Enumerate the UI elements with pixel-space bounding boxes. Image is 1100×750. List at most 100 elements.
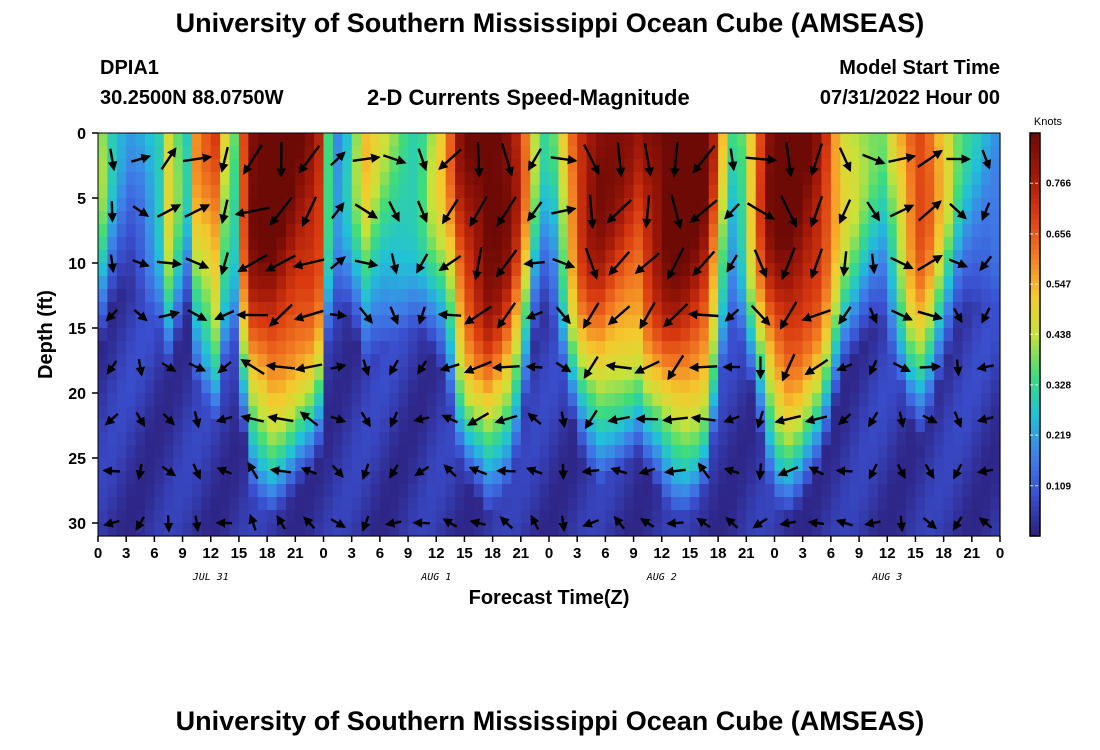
current-vector-arrow [269,465,292,476]
heatmap-cell [746,263,757,277]
current-vector-arrow [466,412,490,426]
heatmap-cell [821,315,832,329]
current-vector-arrow [437,310,462,320]
heatmap-cell [455,471,466,485]
heatmap-cell [436,250,447,264]
heatmap-cell [276,458,287,472]
heatmap-cell [652,276,663,290]
heatmap-cell [210,458,221,472]
heatmap-cell [98,367,108,381]
heatmap-cell [802,406,813,420]
heatmap-cell [238,458,249,472]
heatmap-cell [624,133,635,147]
heatmap-cell [229,146,240,160]
heatmap-cell [220,133,231,147]
heatmap-cell [793,497,804,511]
current-vector-arrow [809,248,824,280]
heatmap-cell [464,276,475,290]
heatmap-cell [135,341,146,355]
heatmap-cell [971,341,982,355]
heatmap-cell [990,380,1001,394]
heatmap-cell [652,185,663,199]
heatmap-cell [755,289,766,303]
current-vector-arrow [801,309,831,322]
heatmap-cell [633,510,644,524]
colorbar-segment [1030,168,1040,174]
footer-title: University of Southern Mississippi Ocean… [175,706,925,736]
heatmap-cell [595,432,606,446]
heatmap-cell [126,458,137,472]
heatmap-cell [624,380,635,394]
heatmap-cell [943,367,954,381]
current-vector-arrow [670,194,683,230]
heatmap-cell [210,133,221,147]
heatmap-cell [483,393,494,407]
heatmap-cell [342,133,353,147]
current-vector-arrow [530,514,540,531]
heatmap-cell [849,172,860,186]
current-vector-arrow [331,464,344,479]
heatmap-cell [774,380,785,394]
heatmap-cell [464,198,475,212]
heatmap-cell [464,484,475,498]
colorbar-segment [1030,435,1040,441]
heatmap-cell [304,315,315,329]
heatmap-cell [116,471,127,485]
heatmap-cell [915,432,926,446]
heatmap-cell [689,250,700,264]
heatmap-cell [502,484,513,498]
heatmap-cell [558,445,569,459]
heatmap-cell [595,393,606,407]
heatmap-cell [642,224,653,238]
heatmap-cell [191,328,202,342]
heatmap-cell [614,471,625,485]
heatmap-cell [915,484,926,498]
y-tick-label: 15 [68,321,86,338]
heatmap-cell [736,432,747,446]
heatmap-cell [877,159,888,173]
heatmap-cell [680,419,691,433]
heatmap-cell [191,458,202,472]
heatmap-cell [614,302,625,316]
heatmap-cell [464,393,475,407]
heatmap-cell [520,445,531,459]
current-vector-arrow [361,359,371,377]
heatmap-cell [887,185,898,199]
heatmap-cell [267,523,278,537]
heatmap-cell [736,393,747,407]
heatmap-cell [774,276,785,290]
heatmap-cell [426,289,437,303]
heatmap-cell [990,315,1001,329]
heatmap-cell [906,419,917,433]
heatmap-cell [736,471,747,485]
heatmap-cell [107,172,118,186]
heatmap-cell [830,263,841,277]
heatmap-cell [567,146,578,160]
heatmap-cell [332,224,343,238]
heatmap-cell [229,133,240,147]
heatmap-cell [830,250,841,264]
date-label: JUL 31 [192,572,229,583]
heatmap-cell [332,367,343,381]
heatmap-cell [417,237,428,251]
heatmap-cell [689,484,700,498]
heatmap-cell [755,146,766,160]
heatmap-cell [802,328,813,342]
heatmap-cells [98,133,1001,537]
heatmap-cell [229,328,240,342]
heatmap-cell [915,406,926,420]
heatmap-cell [332,211,343,225]
heatmap-cell [502,172,513,186]
heatmap-cell [370,471,381,485]
heatmap-cell [276,419,287,433]
heatmap-cell [238,380,249,394]
heatmap-cell [962,406,973,420]
heatmap-cell [98,289,108,303]
heatmap-cell [633,211,644,225]
heatmap-cell [464,133,475,147]
heatmap-cell [567,341,578,355]
heatmap-cell [154,471,165,485]
heatmap-cell [821,237,832,251]
heatmap-cell [934,224,945,238]
heatmap-cell [595,380,606,394]
